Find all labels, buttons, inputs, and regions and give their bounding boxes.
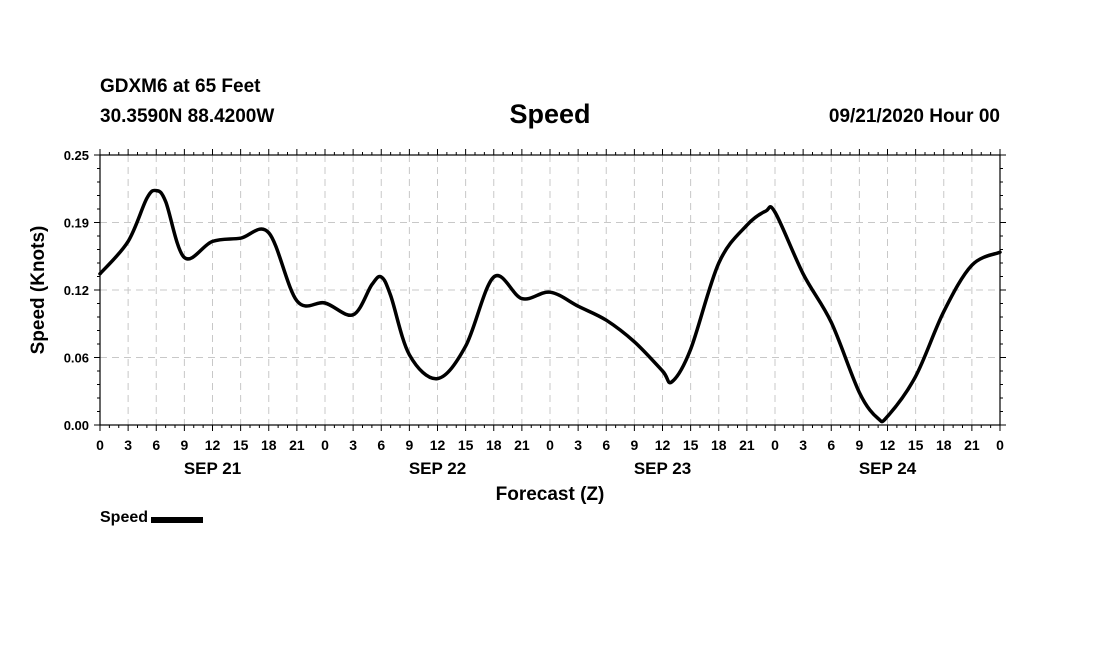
x-tick-label: 21: [739, 437, 755, 453]
x-axis-label: Forecast (Z): [496, 484, 605, 505]
day-label: SEP 21: [184, 459, 241, 478]
y-tick-label: 0.12: [64, 283, 89, 298]
y-axis-label: Speed (Knots): [28, 226, 49, 355]
x-tick-label: 15: [908, 437, 924, 453]
x-tick-label: 6: [827, 437, 835, 453]
x-tick-label: 3: [349, 437, 357, 453]
x-tick-label: 3: [574, 437, 582, 453]
x-tick-label: 0: [321, 437, 329, 453]
x-tick-label: 9: [855, 437, 863, 453]
y-tick-label: 0.00: [64, 418, 89, 433]
x-tick-label: 12: [430, 437, 446, 453]
x-tick-label: 12: [880, 437, 896, 453]
x-tick-label: 6: [152, 437, 160, 453]
x-tick-label: 3: [124, 437, 132, 453]
y-tick-labels: 0.00 0.06 0.12 0.19 0.25: [64, 148, 89, 433]
x-tick-label: 18: [486, 437, 502, 453]
x-tick-label: 3: [799, 437, 807, 453]
x-tick-label: 0: [546, 437, 554, 453]
legend: Speed: [100, 509, 204, 527]
x-tick-label: 6: [377, 437, 385, 453]
x-tick-label: 21: [514, 437, 530, 453]
x-tick-label: 0: [996, 437, 1004, 453]
x-tick-label: 21: [964, 437, 980, 453]
forecast-datetime: 09/21/2020 Hour 00: [828, 106, 1000, 127]
x-tick-label: 6: [602, 437, 610, 453]
x-tick-label: 12: [205, 437, 221, 453]
x-tick-label: 0: [771, 437, 779, 453]
station-label: GDXM6 at 65 Feet: [100, 76, 261, 97]
day-label: SEP 22: [409, 459, 466, 478]
x-tick-label: 18: [936, 437, 952, 453]
coordinates-label: 30.3590N 88.4200W: [100, 106, 275, 127]
y-tick-label: 0.25: [64, 148, 89, 163]
day-labels: SEP 21 SEP 22 SEP 23 SEP 24: [184, 459, 917, 478]
chart-title: Speed: [509, 99, 591, 129]
x-tick-labels: 0 3 6 9 12 15 18 21 0 3 6 9 12 15 18 21 0 3 6 9 12 15 18 21 0 3 6 9…: [96, 437, 1004, 453]
plot-frame: [99, 154, 1001, 426]
day-label: SEP 24: [859, 459, 917, 478]
legend-label: Speed: [100, 509, 149, 526]
x-tick-label: 15: [233, 437, 249, 453]
x-tick-label: 18: [711, 437, 727, 453]
x-tick-label: 0: [96, 437, 104, 453]
series-line-speed: [98, 188, 1002, 424]
x-tick-label: 21: [289, 437, 305, 453]
x-tick-label: 9: [630, 437, 638, 453]
x-tick-label: 9: [405, 437, 413, 453]
x-tick-label: 12: [655, 437, 671, 453]
x-tick-label: 15: [458, 437, 474, 453]
y-tick-label: 0.19: [64, 216, 89, 231]
x-tick-label: 9: [180, 437, 188, 453]
x-tick-label: 18: [261, 437, 277, 453]
y-tick-label: 0.06: [64, 351, 89, 366]
x-tick-label: 15: [683, 437, 699, 453]
legend-swatch: [151, 517, 204, 523]
grid-lines: [100, 155, 1000, 425]
day-label: SEP 23: [634, 459, 691, 478]
